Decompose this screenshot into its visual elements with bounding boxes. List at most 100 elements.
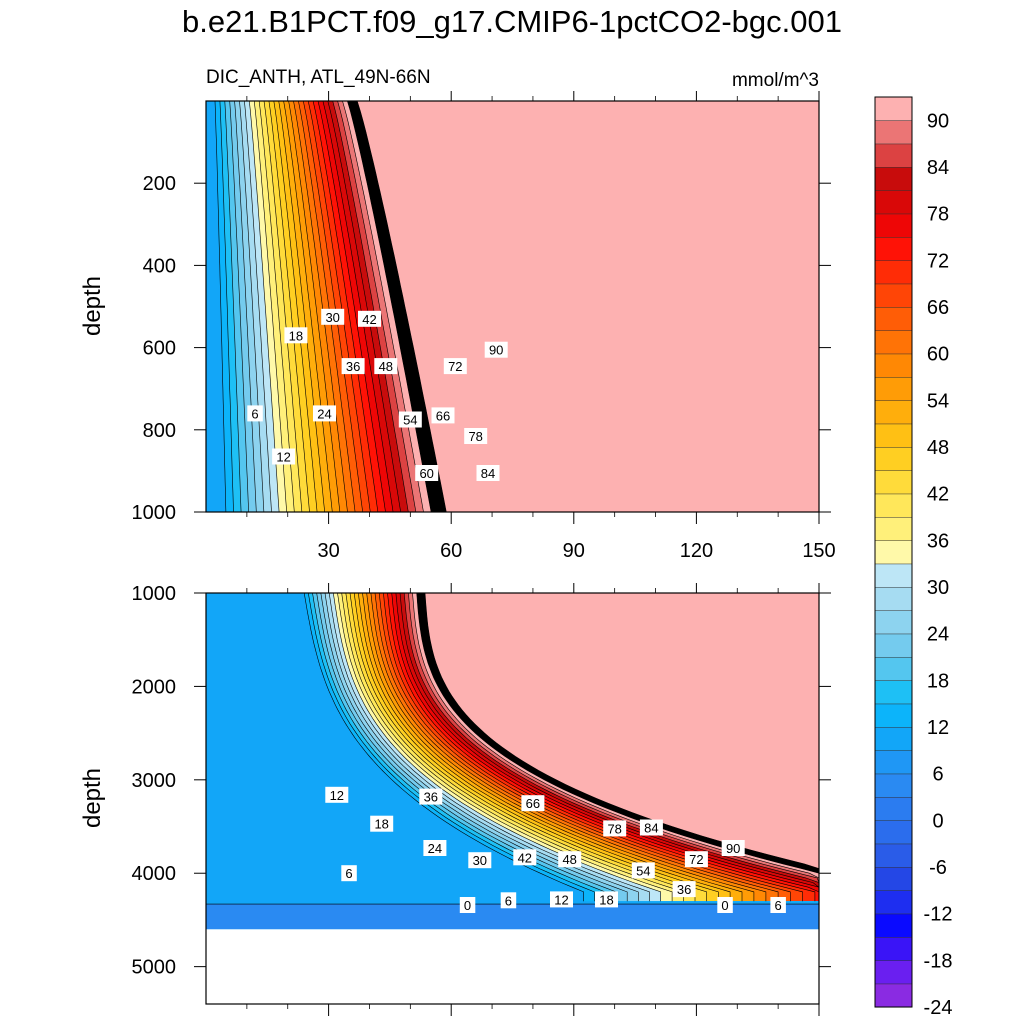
colorbar-swatch <box>874 516 913 541</box>
upper-x-tick-label: 150 <box>802 540 835 562</box>
upper-contour-label-18: 18 <box>284 327 308 344</box>
colorbar-swatch <box>874 633 913 658</box>
lower-contour-label-78: 78 <box>603 820 627 837</box>
upper-contour-line-24 <box>249 101 280 512</box>
upper-contour-line-66 <box>317 101 386 512</box>
colorbar-swatch <box>874 470 913 495</box>
lower-contour-labels: 12 36 66 18 78 84 24 90 30 42 48 72 6 54 36 0 6 12 18 0 6 <box>325 786 786 913</box>
colorbar-swatch <box>874 610 913 635</box>
lower-contour-label-24: 24 <box>423 840 447 856</box>
colorbar-swatch <box>874 236 913 261</box>
lower-contour-label-90: 90 <box>721 840 745 856</box>
lower-y-tick-label: 4000 <box>132 863 177 885</box>
upper-contour-label-78: 78 <box>464 428 488 444</box>
lower-contour-label-text: 66 <box>526 796 540 811</box>
lower-contour-lines <box>206 593 819 905</box>
lower-y-tick-label: 2000 <box>132 676 177 698</box>
colorbar-swatch <box>874 260 913 285</box>
lower-contour-line-39 <box>353 593 719 902</box>
colorbar-tick-label: 60 <box>927 344 949 366</box>
lower-contour-line-66 <box>391 593 819 902</box>
colorbar-swatch <box>874 330 913 355</box>
lower-contour-line-54 <box>374 593 779 902</box>
lower-contour-line-3 <box>303 593 584 902</box>
lower-contour-label-text: 30 <box>473 853 487 868</box>
upper-contour-line-9 <box>224 101 242 512</box>
lower-contour-label-box <box>521 795 545 812</box>
lower-contour-line-24 <box>333 593 661 902</box>
lower-contour-label-12: 12 <box>325 786 349 803</box>
colorbar-swatch <box>874 983 913 1008</box>
upper-contour-line-27 <box>253 101 287 512</box>
upper-contour-label-text: 54 <box>403 413 417 428</box>
lower-y-tick-label: 5000 <box>132 957 177 979</box>
lower-contour-label-0: 0 <box>717 897 733 913</box>
upper-contour-line-51 <box>293 101 348 512</box>
colorbar-swatch <box>874 283 913 308</box>
upper-contour-label-text: 72 <box>448 359 462 374</box>
colorbar-tick-label: 36 <box>927 530 949 552</box>
colorbar-swatch <box>874 866 913 891</box>
upper-y-tick-label: 200 <box>143 173 176 195</box>
upper-band-3 <box>206 101 226 512</box>
upper-x-tick-label: 30 <box>317 540 339 562</box>
lower-contour-label-box <box>468 852 492 869</box>
colorbar-tick-label: 6 <box>932 764 943 786</box>
upper-contour-label-text: 60 <box>419 466 433 481</box>
upper-contour-line-36 <box>268 101 310 512</box>
lower-contour-line-90 <box>424 593 819 902</box>
upper-contour-label-12: 12 <box>272 448 296 465</box>
upper-contour-line-78 <box>337 101 417 512</box>
upper-contour-lines <box>214 101 447 512</box>
upper-contour-label-box <box>484 341 508 358</box>
lower-contour-label-text: 12 <box>554 892 568 907</box>
lower-panel: 12 36 66 18 78 84 24 90 30 42 48 72 6 54 36 0 6 12 18 0 6 10… <box>79 583 831 1016</box>
lower-contour-fill <box>206 593 819 1004</box>
colorbar-tick-label: 0 <box>932 810 943 832</box>
upper-contour-line-48 <box>288 101 341 512</box>
upper-contour-label-box <box>464 428 488 444</box>
lower-band-3 <box>206 593 819 1004</box>
upper-contour-label-box <box>398 411 422 428</box>
lower-contour-label-box <box>370 815 394 832</box>
upper-contour-line-6 <box>219 101 234 512</box>
lower-contour-line-57 <box>378 593 791 902</box>
upper-contour-label-54: 54 <box>398 411 422 428</box>
colorbar-tick-label: -12 <box>924 904 953 926</box>
colorbar-swatch <box>874 820 913 845</box>
upper-contour-label-text: 24 <box>317 406 331 421</box>
upper-contour-line-57 <box>303 101 363 512</box>
lower-seafloor-mask <box>206 929 819 1004</box>
upper-contour-label-text: 48 <box>379 359 393 374</box>
lower-contour-label-0: 0 <box>459 897 476 913</box>
colorbar-swatch <box>874 680 913 705</box>
upper-contour-line-81 <box>342 101 424 512</box>
lower-contour-label-text: 0 <box>464 898 471 913</box>
upper-contour-line-60 <box>307 101 371 512</box>
colorbar-tick-label: 90 <box>927 110 949 132</box>
upper-y-axis-label: depth <box>79 276 106 336</box>
upper-contour-label-60: 60 <box>415 465 439 481</box>
lower-contour-label-6: 6 <box>770 897 786 913</box>
colorbar-swatch <box>874 353 913 378</box>
lower-contour-line-30 <box>341 593 684 902</box>
lower-contour-label-6: 6 <box>500 892 517 909</box>
colorbar-swatch <box>874 96 913 121</box>
lower-contour-label-text: 0 <box>721 898 728 913</box>
lower-contour-label-42: 42 <box>513 849 537 866</box>
lower-contour-label-box <box>721 840 745 856</box>
lower-contour-label-6: 6 <box>341 865 357 882</box>
colorbar-swatch <box>874 190 913 215</box>
upper-x-tick-label: 120 <box>680 540 713 562</box>
lower-contour-label-36: 36 <box>419 788 443 805</box>
upper-contour-label-72: 72 <box>443 358 467 375</box>
colorbar-swatch <box>874 423 913 448</box>
lower-y-axis-label: depth <box>79 768 106 828</box>
lower-contour-label-box <box>770 897 786 913</box>
lower-contour-line-45 <box>362 593 743 902</box>
colorbar-swatch <box>874 750 913 775</box>
colorbar-tick-label: 78 <box>927 204 949 226</box>
upper-contour-label-text: 42 <box>362 312 376 327</box>
lower-contour-label-18: 18 <box>370 815 394 832</box>
colorbar-swatch <box>874 400 913 425</box>
